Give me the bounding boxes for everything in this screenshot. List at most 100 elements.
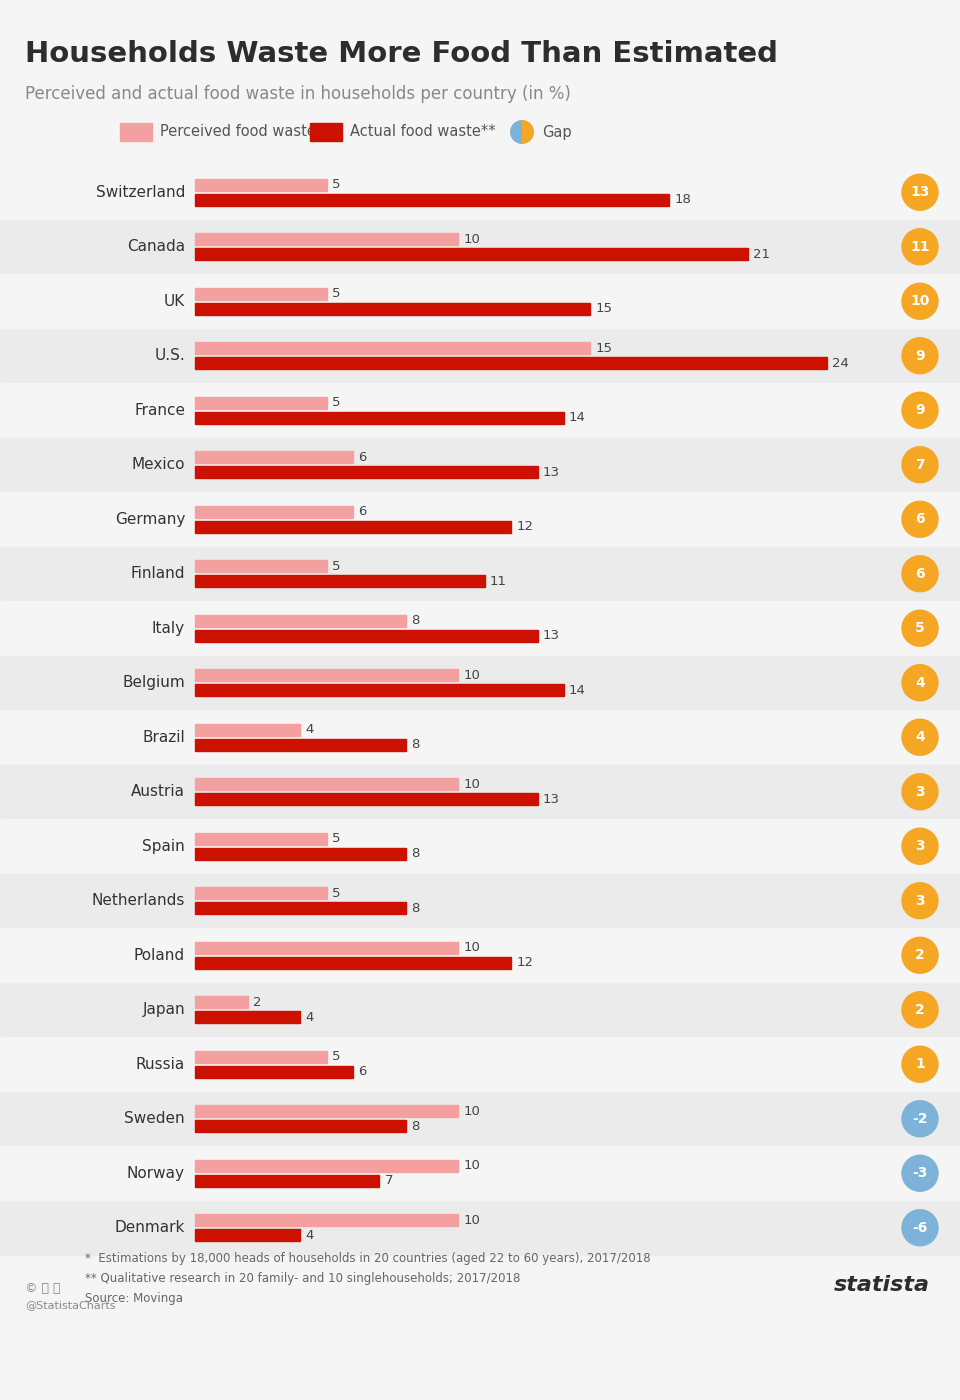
Bar [195, 1065, 353, 1078]
Circle shape [902, 501, 938, 538]
Text: 13: 13 [542, 466, 560, 479]
Bar [0, 384, 960, 437]
Bar [0, 329, 960, 384]
Text: 10: 10 [464, 1105, 480, 1117]
Text: -3: -3 [912, 1166, 927, 1180]
Bar [195, 1120, 406, 1133]
Bar [195, 1159, 459, 1172]
Bar [195, 942, 459, 953]
Text: Canada: Canada [127, 239, 185, 255]
Bar [0, 437, 960, 491]
Circle shape [902, 283, 938, 319]
Text: 10: 10 [464, 1214, 480, 1226]
Bar [0, 874, 960, 928]
Circle shape [902, 228, 938, 265]
Bar [195, 903, 406, 914]
Text: 8: 8 [411, 1120, 420, 1133]
Text: Germany: Germany [114, 512, 185, 526]
Text: 5: 5 [332, 886, 340, 900]
Text: @StatistaCharts: @StatistaCharts [25, 1301, 115, 1310]
Text: 3: 3 [915, 785, 924, 799]
Text: Japan: Japan [142, 1002, 185, 1018]
Bar [195, 248, 748, 260]
Text: Perceived and actual food waste in households per country (in %): Perceived and actual food waste in house… [25, 85, 571, 104]
Text: 10: 10 [464, 777, 480, 791]
Bar [195, 739, 406, 750]
Wedge shape [510, 120, 522, 144]
Circle shape [902, 447, 938, 483]
Text: 13: 13 [542, 792, 560, 806]
Bar [195, 466, 538, 479]
Text: 10: 10 [464, 669, 480, 682]
Bar [0, 655, 960, 710]
Bar [195, 685, 564, 696]
Bar [195, 1175, 379, 1187]
Bar [0, 983, 960, 1037]
Bar [195, 287, 326, 300]
Text: 5: 5 [332, 560, 340, 573]
Bar [195, 1011, 300, 1023]
Text: 3: 3 [915, 893, 924, 907]
Bar [195, 956, 511, 969]
Text: 21: 21 [754, 248, 770, 260]
Text: -6: -6 [912, 1221, 927, 1235]
Text: 8: 8 [411, 847, 420, 861]
Bar [195, 615, 406, 627]
Text: Poland: Poland [133, 948, 185, 963]
Text: 2: 2 [915, 1002, 924, 1016]
Text: 4: 4 [305, 1011, 314, 1023]
Text: Denmark: Denmark [114, 1221, 185, 1235]
Bar [0, 220, 960, 274]
Bar [195, 505, 353, 518]
Text: 6: 6 [358, 505, 367, 518]
Circle shape [902, 1046, 938, 1082]
Text: 14: 14 [569, 683, 586, 697]
Text: 2: 2 [915, 948, 924, 962]
Bar [0, 819, 960, 874]
Circle shape [902, 1155, 938, 1191]
Text: *  Estimations by 18,000 heads of households in 20 countries (aged 22 to 60 year: * Estimations by 18,000 heads of househo… [85, 1252, 651, 1266]
Circle shape [902, 720, 938, 755]
Text: U.S.: U.S. [155, 349, 185, 363]
Text: 2: 2 [252, 995, 261, 1008]
Bar [195, 193, 669, 206]
Text: 8: 8 [411, 615, 420, 627]
Bar [195, 778, 459, 790]
Circle shape [902, 610, 938, 647]
Text: Source: Movinga: Source: Movinga [85, 1292, 183, 1305]
Bar [0, 710, 960, 764]
Bar [0, 1092, 960, 1147]
Text: Perceived food waste*: Perceived food waste* [160, 125, 324, 140]
Text: 8: 8 [411, 738, 420, 752]
Text: 5: 5 [332, 1050, 340, 1063]
Text: Actual food waste**: Actual food waste** [350, 125, 495, 140]
Circle shape [902, 883, 938, 918]
Text: 13: 13 [910, 185, 929, 199]
Text: 5: 5 [332, 178, 340, 192]
Bar [195, 1050, 326, 1063]
Bar [195, 794, 538, 805]
Bar [195, 724, 300, 735]
Text: 10: 10 [464, 941, 480, 955]
Text: 5: 5 [915, 622, 924, 636]
Bar [195, 669, 459, 682]
Bar [0, 601, 960, 655]
Text: 7: 7 [915, 458, 924, 472]
Text: -2: -2 [912, 1112, 927, 1126]
Text: 11: 11 [910, 239, 929, 253]
Bar [195, 833, 326, 844]
Bar [0, 1147, 960, 1201]
Circle shape [902, 829, 938, 864]
Text: 4: 4 [915, 676, 924, 690]
Circle shape [902, 174, 938, 210]
Text: 15: 15 [595, 302, 612, 315]
Text: 12: 12 [516, 956, 533, 969]
Text: 12: 12 [516, 521, 533, 533]
Circle shape [902, 392, 938, 428]
Text: Norway: Norway [127, 1166, 185, 1180]
Text: 10: 10 [464, 1159, 480, 1172]
Bar [195, 521, 511, 533]
Text: Belgium: Belgium [122, 675, 185, 690]
Circle shape [902, 937, 938, 973]
Bar [0, 764, 960, 819]
